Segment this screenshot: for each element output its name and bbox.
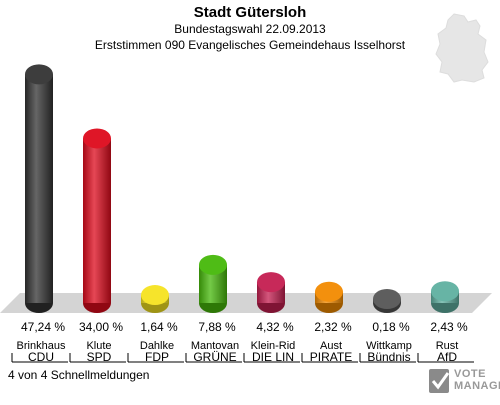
party-label: AfD	[437, 350, 457, 364]
party-label: GRÜNE	[193, 350, 236, 364]
party-label: FDP	[145, 350, 169, 364]
bar-spd	[83, 128, 111, 313]
candidate-label: Klute	[86, 340, 111, 352]
election-subtitle: Bundestagswahl 22.09.2013	[174, 22, 326, 36]
bar-bündnis	[373, 289, 401, 313]
candidate-label: Mantovan	[191, 340, 239, 352]
logo-line-2: MANAGER	[454, 380, 500, 392]
value-label: 7,88 %	[198, 320, 236, 334]
bar-cdu	[25, 64, 53, 313]
candidate-label: Aust	[320, 340, 342, 352]
party-label: DIE LIN	[252, 350, 294, 364]
value-label: 1,64 %	[140, 320, 178, 334]
party-label: Bündnis	[367, 350, 410, 364]
district-subtitle: Erststimmen 090 Evangelisches Gemeindeha…	[94, 38, 406, 52]
party-label: SPD	[87, 350, 112, 364]
check-icon	[429, 369, 450, 393]
value-label: 2,32 %	[314, 320, 352, 334]
candidate-label: Klein-Rid	[251, 340, 296, 352]
value-label: 4,32 %	[256, 320, 294, 334]
value-label: 0,18 %	[372, 320, 410, 334]
party-label: CDU	[28, 350, 54, 364]
candidate-label: Wittkamp	[366, 340, 412, 352]
germany-map-icon	[435, 13, 489, 83]
chart-floor	[0, 293, 492, 313]
status-text: 4 von 4 Schnellmeldungen	[8, 368, 150, 382]
value-label: 34,00 %	[79, 320, 123, 334]
bar-grüne	[199, 254, 227, 313]
candidate-label: Brinkhaus	[17, 340, 66, 352]
bar-afd	[431, 281, 459, 313]
logo-text: VOTE MANAGER	[454, 368, 500, 392]
bar-dielin	[257, 272, 285, 313]
candidate-label: Dahlke	[140, 340, 174, 352]
party-label: PIRATE	[310, 350, 352, 364]
value-label: 2,43 %	[430, 320, 468, 334]
bar-pirate	[315, 281, 343, 313]
page-title: Stadt Gütersloh	[193, 4, 307, 21]
bar-fdp	[141, 285, 169, 313]
votemanager-logo: VOTE MANAGER	[428, 365, 500, 397]
logo-line-1: VOTE	[454, 368, 486, 380]
candidate-label: Rust	[436, 340, 459, 352]
value-label: 47,24 %	[21, 320, 65, 334]
